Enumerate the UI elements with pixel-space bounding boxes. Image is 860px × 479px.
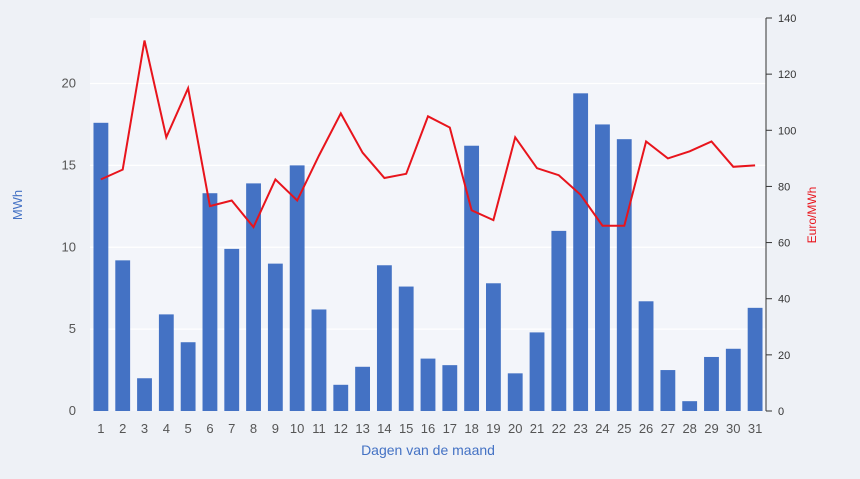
- bar: [747, 307, 763, 411]
- x-tick-label: 25: [617, 421, 631, 436]
- bar: [289, 165, 305, 411]
- y-right-tick-label: 140: [778, 13, 796, 25]
- x-tick-label: 19: [486, 421, 500, 436]
- y-left-tick-label: 20: [62, 76, 76, 91]
- y-right-tick-label: 40: [778, 294, 790, 306]
- y-left-tick-label: 0: [69, 403, 76, 418]
- y-right-tick-label: 120: [778, 69, 796, 81]
- bar: [398, 286, 414, 411]
- bar: [355, 366, 370, 411]
- bar: [486, 283, 501, 411]
- x-axis-title: Dagen van de maand: [361, 442, 495, 458]
- x-tick-label: 11: [312, 421, 326, 436]
- x-tick-label: 22: [552, 421, 566, 436]
- bar: [529, 332, 545, 411]
- x-tick-label: 6: [206, 421, 213, 436]
- y-axis-right-title: Euro/MWh: [805, 187, 819, 244]
- bar: [660, 370, 676, 411]
- bar: [376, 265, 392, 411]
- bar: [638, 301, 654, 411]
- bar: [224, 248, 240, 411]
- bar: [420, 358, 436, 411]
- x-tick-label: 1: [97, 421, 104, 436]
- x-tick-label: 4: [163, 421, 170, 436]
- bar: [507, 373, 523, 411]
- x-tick-label: 29: [704, 421, 718, 436]
- x-tick-label: 8: [250, 421, 257, 436]
- bar: [595, 124, 610, 411]
- bar: [464, 145, 480, 411]
- y-left-tick-label: 5: [69, 321, 76, 336]
- bar: [725, 348, 741, 411]
- y-right-tick-label: 80: [778, 181, 790, 193]
- bar: [616, 139, 632, 412]
- x-tick-label: 2: [119, 421, 126, 436]
- x-tick-label: 7: [228, 421, 235, 436]
- x-tick-label: 21: [530, 421, 544, 436]
- y-right-tick-label: 60: [778, 238, 790, 250]
- bar: [202, 193, 218, 411]
- x-tick-label: 28: [682, 421, 696, 436]
- y-right-tick-label: 20: [778, 350, 790, 362]
- x-tick-label: 13: [355, 421, 369, 436]
- x-tick-label: 9: [272, 421, 279, 436]
- y-right-tick-label: 100: [778, 125, 796, 137]
- y-left-tick-label: 15: [62, 157, 76, 172]
- bar: [704, 356, 719, 411]
- x-tick-label: 5: [185, 421, 192, 436]
- price-line: [100, 40, 756, 229]
- bar: [573, 93, 589, 411]
- y-axis-left-title: MWh: [10, 190, 25, 220]
- x-tick-label: 26: [639, 421, 653, 436]
- bar: [158, 314, 174, 411]
- x-tick-label: 10: [290, 421, 304, 436]
- bar: [682, 401, 698, 411]
- bar: [180, 342, 196, 411]
- x-tick-label: 31: [748, 421, 762, 436]
- bar: [93, 122, 109, 412]
- bar: [115, 260, 131, 411]
- bar: [442, 365, 458, 411]
- x-tick-label: 3: [141, 421, 148, 436]
- x-tick-label: 14: [377, 421, 391, 436]
- x-tick-label: 18: [464, 421, 478, 436]
- bar: [311, 309, 327, 411]
- x-tick-label: 27: [661, 421, 675, 436]
- y-right-tick-label: 0: [778, 406, 784, 418]
- x-tick-label: 15: [399, 421, 413, 436]
- x-tick-label: 17: [443, 421, 457, 436]
- x-tick-label: 30: [726, 421, 740, 436]
- y-left-tick-label: 10: [62, 239, 76, 254]
- x-tick-label: 20: [508, 421, 522, 436]
- x-tick-label: 23: [573, 421, 587, 436]
- x-tick-label: 12: [334, 421, 348, 436]
- bar: [137, 378, 152, 411]
- bar: [246, 183, 261, 411]
- bar: [333, 384, 349, 411]
- x-tick-label: 24: [595, 421, 609, 436]
- bar: [267, 263, 283, 411]
- bar: [551, 230, 567, 411]
- x-tick-label: 16: [421, 421, 435, 436]
